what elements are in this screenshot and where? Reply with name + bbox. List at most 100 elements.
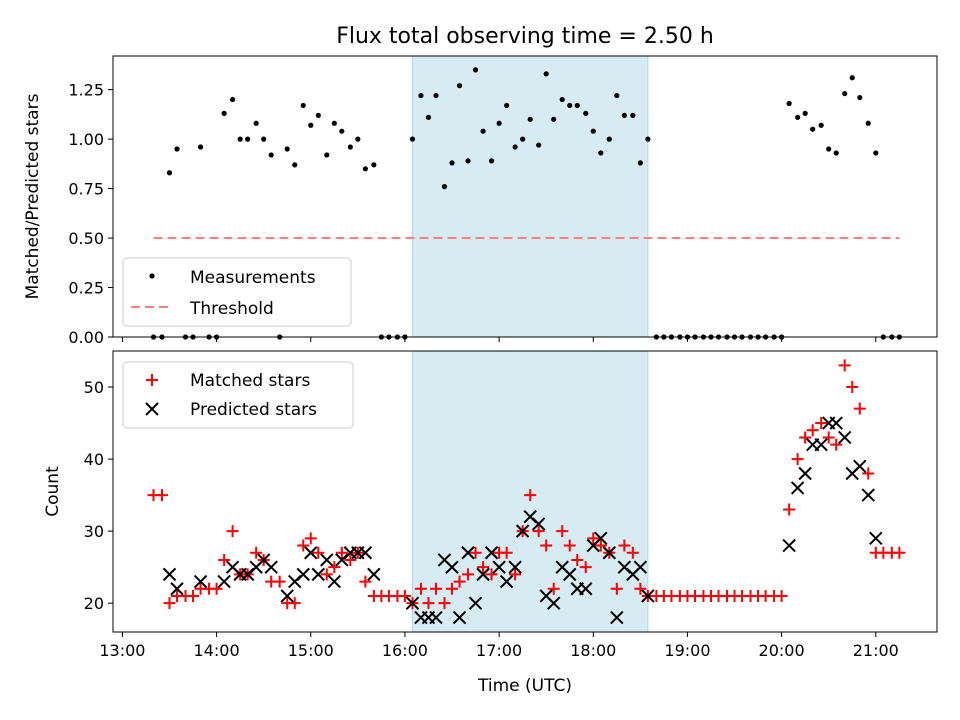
measurement-point: [456, 83, 463, 89]
count-panel-ticks: 20 30 40 50 13:00 14:00 15:00 16:00 17:00 18:00 19…: [84, 378, 899, 660]
predicted-star-point: [264, 560, 278, 574]
measurement-point: [810, 126, 816, 132]
measurement-point: [488, 158, 495, 164]
predicted-star-point: [217, 574, 231, 589]
predicted-star-point: [280, 589, 294, 603]
matched-star-point: [422, 597, 435, 610]
ratio-ytick-label: 0.25: [68, 279, 104, 298]
measurement-point: [480, 128, 486, 134]
legend-matched-marker: [146, 374, 158, 386]
count-points: [147, 359, 906, 625]
measurement-point: [174, 146, 180, 152]
predicted-star-point: [610, 610, 624, 625]
measurement-point: [355, 136, 361, 142]
measurement-point: [504, 102, 510, 109]
ratio-ytick-label: 0.50: [68, 229, 104, 248]
measurement-point: [621, 112, 627, 118]
predicted-star-point: [515, 524, 530, 538]
predicted-star-point: [838, 430, 852, 445]
matched-star-point: [210, 582, 223, 595]
count-xtick-label: 18:00: [570, 641, 616, 660]
matched-star-point: [328, 561, 341, 574]
count-y-axis-label: Count: [43, 466, 63, 517]
measurement-point: [520, 136, 526, 142]
measurement-point: [614, 92, 620, 99]
matched-star-point: [618, 539, 631, 552]
matched-star-point: [453, 575, 466, 588]
measurement-point: [543, 71, 549, 77]
predicted-star-point: [579, 582, 593, 596]
measurement-point: [598, 150, 604, 156]
predicted-star-point: [461, 546, 475, 560]
observing-window-span: [411, 55, 649, 338]
matched-star-point: [532, 525, 545, 538]
measurement-point: [583, 110, 589, 116]
predicted-star-point: [170, 582, 184, 596]
x-axis-label: Time (UTC): [477, 676, 572, 696]
predicted-star-point: [445, 560, 459, 574]
measurement-point: [245, 136, 251, 142]
predicted-star-point: [327, 574, 342, 589]
matched-star-point: [571, 553, 584, 566]
matched-star-point: [846, 381, 859, 394]
matched-star-point: [775, 589, 788, 602]
measurement-point: [433, 92, 439, 99]
measurement-point: [802, 110, 808, 116]
matched-star-point: [344, 553, 357, 566]
matched-star-point: [414, 582, 427, 595]
measurement-point: [512, 144, 518, 150]
predicted-star-point: [641, 589, 655, 603]
measurement-point: [873, 150, 879, 156]
count-ytick-label: 40: [84, 450, 104, 469]
matched-star-point: [783, 503, 796, 516]
predicted-star-point: [798, 466, 812, 481]
matched-star-point: [563, 539, 576, 552]
predicted-star-point: [782, 538, 796, 553]
ratio-ytick-label: 0.75: [68, 180, 104, 199]
measurement-point: [496, 120, 502, 126]
matched-star-point: [799, 431, 812, 444]
legend-box: [122, 361, 354, 429]
matched-star-point: [297, 539, 310, 552]
count-xtick-label: 14:00: [194, 641, 240, 660]
measurement-point: [818, 122, 824, 128]
matched-star-point: [320, 568, 333, 581]
measurement-point: [472, 67, 479, 73]
predicted-star-point: [547, 596, 561, 610]
measurement-point: [786, 100, 792, 107]
predicted-star-point: [358, 546, 373, 560]
predicted-star-point: [367, 567, 381, 582]
predicted-star-point: [193, 574, 208, 589]
measurement-point: [339, 128, 345, 134]
matched-star-point: [500, 546, 513, 559]
legend-predicted-marker: [145, 402, 159, 416]
matched-star-point: [626, 546, 639, 559]
predicted-star-point: [861, 488, 875, 502]
matched-star-point: [893, 546, 906, 559]
count-xtick-label: 13:00: [99, 641, 145, 660]
matched-star-point: [509, 568, 522, 581]
measurement-point: [371, 162, 377, 168]
matched-star-point: [822, 431, 835, 444]
matched-star-point: [187, 589, 200, 602]
measurement-point: [449, 160, 455, 166]
measurement-point: [637, 160, 643, 166]
matched-star-point: [853, 402, 866, 415]
predicted-star-point: [468, 596, 483, 610]
matched-star-point: [398, 589, 411, 602]
ratio-panel: 0.00 0.25 0.50 0.75 1.00 1.25 Matched/Predict…: [23, 55, 938, 347]
measurement-point: [842, 90, 848, 97]
measurement-point: [441, 184, 448, 190]
matched-star-point: [838, 359, 851, 372]
count-legend: Matched stars Predicted stars: [122, 361, 354, 429]
matched-star-point: [579, 561, 592, 574]
measurement-point: [300, 102, 306, 109]
measurement-point: [551, 116, 557, 122]
matched-star-point: [163, 597, 176, 610]
predicted-star-point: [594, 531, 608, 546]
count-xtick-label: 16:00: [382, 641, 428, 660]
matched-star-point: [469, 546, 482, 559]
measurement-point: [409, 136, 416, 142]
matched-star-point: [587, 532, 600, 545]
